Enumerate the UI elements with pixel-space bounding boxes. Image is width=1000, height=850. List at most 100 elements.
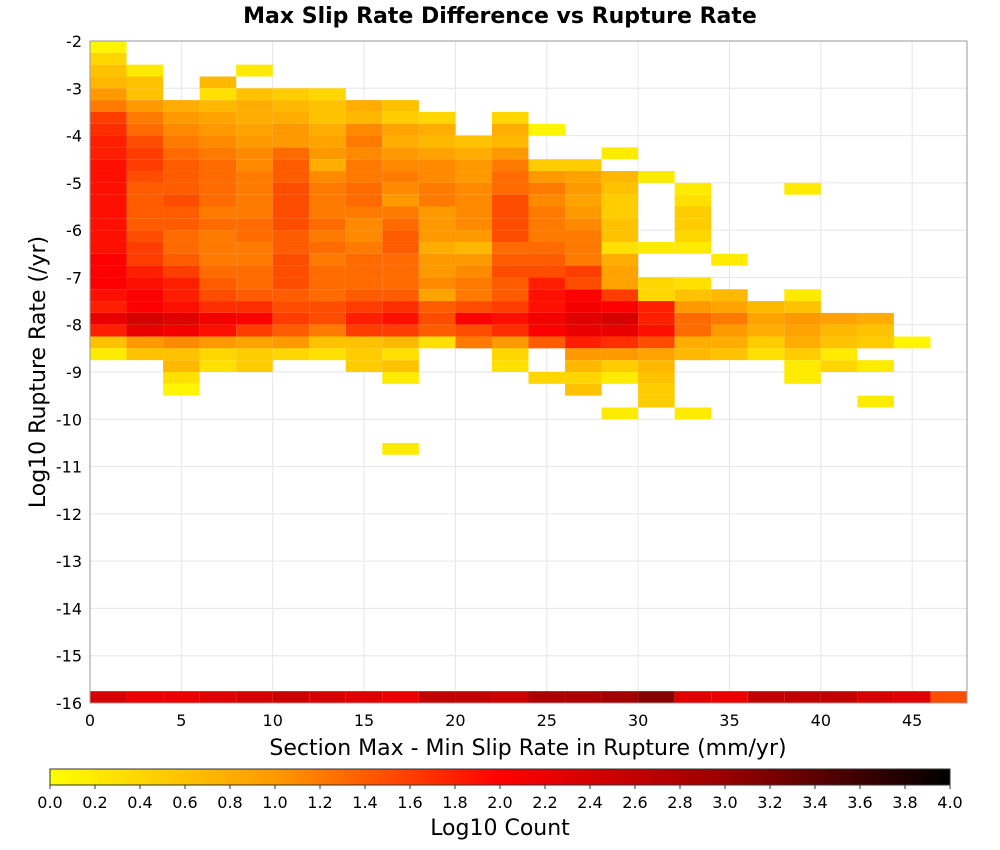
heatmap-cell	[236, 360, 273, 372]
heatmap-cell	[309, 691, 346, 703]
heatmap-cell	[418, 241, 456, 254]
heatmap-cell	[638, 324, 675, 337]
heatmap-cell	[565, 383, 602, 396]
heatmap-cell	[236, 289, 273, 302]
heatmap-cell	[565, 360, 602, 372]
heatmap-cell	[565, 182, 602, 195]
heatmap-cell	[126, 76, 164, 89]
heatmap-cell	[236, 135, 273, 148]
heatmap-cell	[638, 336, 675, 349]
heatmap-cell	[857, 395, 894, 408]
heatmap-cell	[90, 253, 127, 266]
y-axis-label: Log10 Rupture Rate (/yr)	[26, 236, 51, 508]
heatmap-cell	[163, 312, 200, 325]
heatmap-cell	[418, 123, 456, 136]
heatmap-cell	[638, 372, 675, 384]
heatmap-cell	[528, 324, 566, 337]
heatmap-cell	[382, 301, 419, 313]
heatmap-cell	[491, 253, 529, 266]
heatmap-cell	[272, 182, 310, 195]
heatmap-cell	[163, 277, 200, 290]
heatmap-cell	[236, 218, 273, 231]
heatmap-cell	[163, 100, 200, 112]
heatmap-cell	[272, 230, 310, 242]
heatmap-cell	[382, 241, 419, 254]
heatmap-cell	[820, 360, 858, 372]
heatmap-cell	[382, 230, 419, 242]
heatmap-cell	[455, 206, 492, 219]
x-tick-label: 5	[176, 711, 186, 730]
heatmap-cell	[309, 111, 346, 124]
heatmap-cell	[638, 691, 675, 703]
heatmap-cell	[528, 171, 566, 183]
heatmap-cell	[126, 230, 164, 242]
heatmap-cell	[784, 360, 821, 372]
heatmap-cell	[382, 111, 419, 124]
heatmap-cell	[272, 691, 310, 703]
heatmap-cell	[163, 348, 200, 361]
heatmap-cell	[199, 324, 237, 337]
heatmap-cell	[236, 194, 273, 207]
heatmap-cell	[236, 100, 273, 112]
heatmap-cell	[163, 691, 200, 703]
heatmap-cell	[455, 301, 492, 313]
heatmap-cell	[491, 111, 529, 124]
heatmap-cell	[565, 265, 602, 278]
heatmap-cell	[309, 289, 346, 302]
heatmap-cell	[90, 241, 127, 254]
heatmap-cell	[857, 691, 894, 703]
heatmap-cell	[820, 348, 858, 361]
heatmap-cell	[820, 312, 858, 325]
colorbar-tick-label: 3.0	[712, 793, 737, 812]
heatmap-cell	[90, 64, 127, 77]
heatmap-cell	[382, 360, 419, 372]
heatmap-cell	[747, 312, 785, 325]
heatmap-cell	[90, 52, 127, 65]
heatmap-cell	[565, 159, 602, 172]
heatmap-cell	[638, 348, 675, 361]
heatmap-cell	[674, 324, 712, 337]
x-tick-label: 0	[85, 711, 95, 730]
colorbar-tick-label: 1.6	[397, 793, 422, 812]
heatmap-cell	[565, 206, 602, 219]
colorbar-tick-label: 3.6	[847, 793, 872, 812]
heatmap-cell	[272, 147, 310, 160]
heatmap-cell	[126, 289, 164, 302]
heatmap-cell	[528, 194, 566, 207]
heatmap-cell	[747, 301, 785, 313]
heatmap-cell	[309, 171, 346, 183]
heatmap-cell	[272, 171, 310, 183]
heatmap-cell	[236, 312, 273, 325]
heatmap-cell	[272, 88, 310, 101]
heatmap-cell	[163, 182, 200, 195]
colorbar-tick-label: 2.4	[577, 793, 602, 812]
heatmap-cell	[272, 265, 310, 278]
heatmap-cell	[491, 324, 529, 337]
heatmap-cell	[418, 324, 456, 337]
x-axis-ticks: 0 5 10 15 20 25 30 35 40 45	[85, 711, 922, 730]
heatmap-cell	[272, 159, 310, 172]
heatmap-cell	[199, 182, 237, 195]
heatmap-cell	[345, 253, 383, 266]
heatmap-cell	[455, 253, 492, 266]
heatmap-cell	[930, 691, 967, 703]
heatmap-cell	[236, 147, 273, 160]
y-tick-label: -4	[66, 127, 82, 146]
heatmap-cell	[455, 171, 492, 183]
colorbar-tick-label: 0.6	[172, 793, 197, 812]
heatmap-cell	[345, 206, 383, 219]
heatmap-cell	[565, 372, 602, 384]
heatmap-cell	[199, 277, 237, 290]
heatmap-cell	[199, 147, 237, 160]
heatmap-cell	[126, 171, 164, 183]
heatmap-cell	[236, 159, 273, 172]
heatmap-cell	[638, 277, 675, 290]
heatmap-cell	[345, 265, 383, 278]
heatmap-cell	[382, 348, 419, 361]
heatmap-cell	[784, 301, 821, 313]
y-tick-label: -12	[56, 505, 82, 524]
heatmap-cell	[382, 253, 419, 266]
heatmap-cell	[163, 289, 200, 302]
heatmap-cell	[455, 265, 492, 278]
heatmap-cell	[345, 111, 383, 124]
